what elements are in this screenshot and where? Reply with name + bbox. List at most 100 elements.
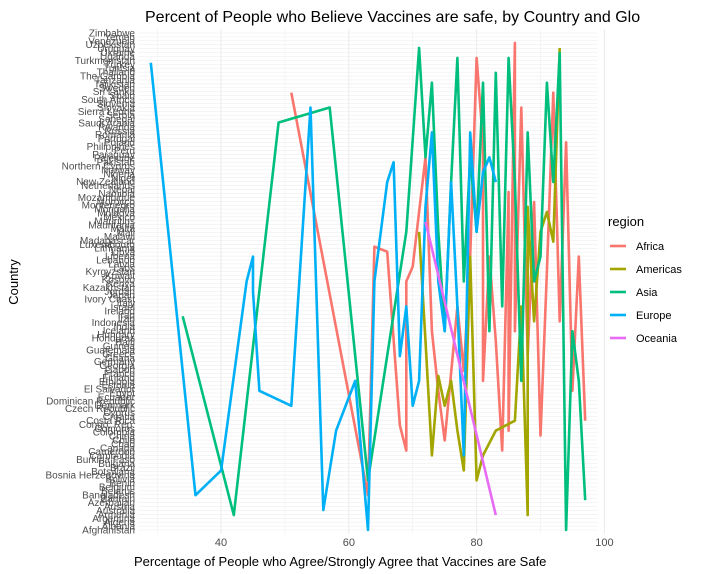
y-tick-label: Congo, Rep. xyxy=(79,420,135,431)
y-tick-label: Uruguay xyxy=(97,44,135,55)
y-tick-label: Peru xyxy=(114,146,135,157)
y-tick-label: Kyrgyzstan xyxy=(86,267,135,278)
y-tick-label: Belarus xyxy=(101,486,135,497)
legend-label-africa: Africa xyxy=(636,241,665,253)
y-tick-label: Mongolia xyxy=(94,205,135,216)
y-tick-label: Comoros xyxy=(94,424,135,435)
legend-title: region xyxy=(608,214,644,229)
y-tick-label: Uzbekistan xyxy=(86,40,135,51)
y-tick-label: Iran xyxy=(118,314,135,325)
y-tick-label: The Gambia xyxy=(80,72,135,83)
y-tick-label: El Salvador xyxy=(84,385,136,396)
y-tick-label: Croatia xyxy=(103,412,136,423)
y-tick-label: Lithuania xyxy=(94,244,135,255)
y-tick-label: Uganda xyxy=(100,52,135,63)
y-tick-label: Yemen xyxy=(104,32,135,43)
y-tick-label: China xyxy=(109,432,136,443)
y-tick-label: Burkina Faso xyxy=(76,455,135,466)
y-tick-label: Ecuador xyxy=(98,392,136,403)
y-tick-label: Luxembourg xyxy=(79,240,135,251)
y-tick-label: Algeria xyxy=(104,518,136,529)
x-tick-labels: 40 60 80 100 xyxy=(215,537,614,549)
y-tick-label: Slovakia xyxy=(97,103,135,114)
legend-label-americas: Americas xyxy=(636,264,682,276)
y-tick-label: Estonia xyxy=(102,381,136,392)
y-tick-label: Mozambique xyxy=(78,193,136,204)
y-tick-label: Bulgaria xyxy=(98,459,135,470)
y-tick-label: Kazakhstan xyxy=(83,283,135,294)
y-tick-label: Kuwait xyxy=(105,271,135,282)
y-tick-label: Mali xyxy=(117,228,135,239)
y-tick-label: Poland xyxy=(104,138,135,149)
y-tick-label: Saudi Arabia xyxy=(78,119,135,130)
y-tick-label: Finland xyxy=(102,373,135,384)
x-tick-label: 100 xyxy=(595,537,613,549)
y-tick-label: Zimbabwe xyxy=(89,29,136,40)
y-tick-label: Guinea xyxy=(103,342,136,353)
y-tick-label: Czech Republic xyxy=(65,404,135,415)
y-tick-label: Costa Rica xyxy=(86,416,135,427)
y-tick-labels: ZimbabweYemenVenezuelaUzbekistanUruguayU… xyxy=(46,29,136,537)
y-tick-label: Tunisia xyxy=(103,64,135,75)
y-tick-label: Colombia xyxy=(93,428,136,439)
y-tick-label: Niger xyxy=(111,173,136,184)
y-tick-label: Libya xyxy=(111,248,135,259)
y-tick-label: Ghana xyxy=(105,353,135,364)
y-tick-label: Mexico xyxy=(103,212,135,223)
y-tick-label: Rwanda xyxy=(98,122,135,133)
y-tick-label: Kenya xyxy=(107,279,136,290)
y-tick-label: Romania xyxy=(95,130,135,141)
y-axis-title: Country xyxy=(6,259,21,305)
y-tick-label: Turkey xyxy=(105,60,135,71)
y-tick-label: Bangladesh xyxy=(82,490,135,501)
y-tick-label: Nigeria xyxy=(103,169,135,180)
y-tick-label: New Zealand xyxy=(76,177,135,188)
y-tick-label: Israel xyxy=(111,302,135,313)
y-tick-label: Iceland xyxy=(103,326,135,337)
y-tick-label: Gabon xyxy=(105,365,135,376)
y-tick-label: Moldova xyxy=(97,209,135,220)
y-tick-label: Palestine xyxy=(94,154,136,165)
y-tick-label: Italy xyxy=(117,299,135,310)
y-tick-label: India xyxy=(113,322,135,333)
y-tick-label: Haiti xyxy=(115,338,135,349)
series-lines xyxy=(149,41,587,532)
y-tick-label: Northern Cyprus xyxy=(62,162,135,173)
y-tick-label: Pakistan xyxy=(97,158,135,169)
x-axis-title: Percentage of People who Agree/Strongly … xyxy=(134,554,546,569)
y-tick-label: Thailand xyxy=(97,68,135,79)
y-tick-label: Slovenia xyxy=(97,99,136,110)
y-tick-label: Australia xyxy=(96,506,135,517)
y-tick-label: Montenegro xyxy=(82,201,136,212)
y-tick-label: Bosnia Herzegovina xyxy=(46,471,136,482)
y-tick-label: Mauritius xyxy=(94,216,135,227)
y-tick-label: Malta xyxy=(111,224,136,235)
y-tick-label: Philippines xyxy=(87,142,135,153)
y-tick-label: Albania xyxy=(102,522,136,533)
y-tick-label: Paraguay xyxy=(92,150,135,161)
y-tick-label: Sierra Leone xyxy=(78,107,136,118)
chart-title: Percent of People who Believe Vaccines a… xyxy=(145,9,640,26)
y-tick-label: South Africa xyxy=(81,95,135,106)
legend: region Africa Americas Asia Europe Oceania xyxy=(608,214,682,345)
y-tick-label: Namibia xyxy=(98,189,135,200)
y-tick-label: Greece xyxy=(102,349,135,360)
y-tick-label: Dominican Republic xyxy=(46,396,135,407)
y-tick-label: Mauritania xyxy=(88,220,135,231)
series-line-oceania xyxy=(424,221,498,516)
y-tick-label: Botswana xyxy=(91,467,135,478)
x-tick-label: 60 xyxy=(343,537,355,549)
y-tick-label: Morocco xyxy=(97,197,136,208)
y-tick-label: Chad xyxy=(111,439,135,450)
legend-label-europe: Europe xyxy=(636,310,671,322)
y-tick-label: Ethiopia xyxy=(99,377,136,388)
y-tick-label: Cameroon xyxy=(88,447,135,458)
y-tick-label: Brazil xyxy=(110,463,135,474)
y-tick-label: Cambodia xyxy=(89,451,135,462)
series-line-europe xyxy=(149,62,498,532)
y-tick-label: Cyprus xyxy=(103,408,135,419)
y-tick-label: Austria xyxy=(104,502,136,513)
legend-label-oceania: Oceania xyxy=(636,333,678,345)
y-tick-label: Sweden xyxy=(99,83,135,94)
y-tick-label: Afghanistan xyxy=(82,526,135,537)
